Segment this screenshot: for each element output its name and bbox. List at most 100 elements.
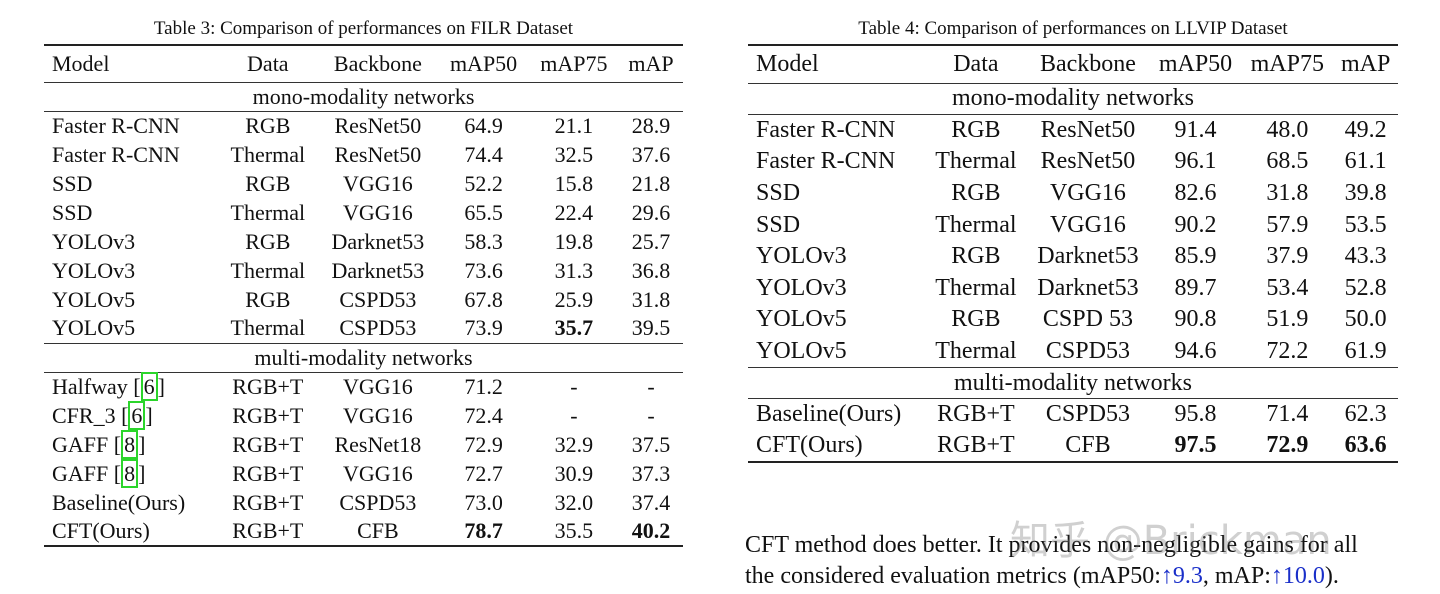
value-cell: 72.4 bbox=[464, 402, 503, 428]
table-row: YOLOv5 Thermal CSPD53 73.9 35.7 39.5 bbox=[44, 314, 683, 343]
value-cell: 58.3 bbox=[464, 228, 503, 254]
model-cell: YOLOv3 bbox=[44, 227, 218, 256]
value-cell: Thermal bbox=[230, 315, 306, 341]
model-name: CFR_3 bbox=[52, 402, 122, 428]
value-cell: 28.9 bbox=[631, 112, 671, 138]
model-name: Baseline(Ours) bbox=[52, 489, 186, 515]
table-row: YOLOv3 Thermal Darknet53 89.7 53.4 52.8 bbox=[748, 273, 1398, 305]
paragraph-text: the considered evaluation metrics (mAP50… bbox=[745, 563, 1161, 589]
value-cell: - bbox=[647, 402, 655, 428]
value-cell: 32.5 bbox=[554, 141, 594, 167]
model-cell: YOLOv5 bbox=[748, 304, 926, 336]
header-row: Model Data Backbone mAP50 mAP75 mAP bbox=[748, 45, 1398, 83]
citation-link[interactable]: 6 bbox=[140, 371, 158, 401]
section-label: multi-modality networks bbox=[748, 366, 1398, 400]
citation-link[interactable]: 6 bbox=[128, 400, 146, 430]
value-cell: VGG16 bbox=[343, 373, 413, 399]
value-cell: RGB bbox=[245, 228, 291, 254]
value-cell: 37.6 bbox=[631, 141, 671, 167]
column-header: mAP bbox=[1340, 50, 1391, 77]
value-cell: RGB bbox=[951, 306, 1001, 333]
model-cell: YOLOv5 bbox=[44, 285, 218, 314]
model-cell: YOLOv5 bbox=[748, 336, 926, 368]
value-cell: 53.4 bbox=[1266, 274, 1309, 301]
value-cell: 29.6 bbox=[631, 199, 671, 225]
table-row: GAFF [8] RGB+T VGG16 72.7 30.9 37.3 bbox=[44, 458, 683, 488]
value-cell: VGG16 bbox=[1049, 211, 1126, 238]
value-cell: 37.9 bbox=[1266, 243, 1309, 270]
value-cell: 49.2 bbox=[1344, 117, 1387, 144]
value-cell: Thermal bbox=[935, 337, 1017, 364]
value-cell: RGB+T bbox=[937, 401, 1015, 428]
value-cell: 64.9 bbox=[464, 112, 503, 138]
value-cell: 94.6 bbox=[1174, 337, 1217, 364]
value-cell: ResNet50 bbox=[1040, 117, 1136, 144]
model-cell: CFR_3 [6] bbox=[52, 400, 153, 430]
value-cell: 89.7 bbox=[1174, 274, 1217, 301]
best-value: 35.7 bbox=[554, 315, 594, 341]
column-header: mAP75 bbox=[540, 50, 608, 76]
value-cell: RGB+T bbox=[232, 489, 304, 515]
value-cell: ResNet50 bbox=[334, 112, 422, 138]
model-name: Faster R-CNN bbox=[52, 112, 180, 138]
section-label: mono-modality networks bbox=[748, 82, 1398, 116]
value-cell: VGG16 bbox=[343, 402, 413, 428]
citation-link[interactable]: 8 bbox=[121, 429, 139, 459]
value-cell: VGG16 bbox=[343, 170, 413, 196]
table-row: GAFF [8] RGB+T ResNet18 72.9 32.9 37.5 bbox=[44, 429, 683, 459]
column-header: Data bbox=[247, 50, 289, 76]
model-name: YOLOv3 bbox=[52, 228, 136, 254]
model-cell: Faster R-CNN bbox=[44, 140, 218, 169]
table-row: Halfway [6] RGB+T VGG16 71.2 - - bbox=[44, 371, 683, 401]
value-cell: 51.9 bbox=[1266, 306, 1309, 333]
value-cell: Thermal bbox=[935, 211, 1017, 238]
best-value: 63.6 bbox=[1344, 432, 1387, 459]
value-cell: 30.9 bbox=[554, 460, 594, 486]
table-row: Baseline(Ours) RGB+T CSPD53 73.0 32.0 37.4 bbox=[44, 488, 683, 517]
value-cell: RGB bbox=[951, 243, 1001, 270]
value-cell: Darknet53 bbox=[1037, 274, 1139, 301]
model-name: SSD bbox=[52, 199, 93, 225]
value-cell: 63.6 bbox=[1333, 431, 1398, 463]
value-cell: 35.7 bbox=[529, 314, 619, 343]
model-name: Faster R-CNN bbox=[52, 141, 180, 167]
value-cell: 52.2 bbox=[464, 170, 503, 196]
model-name: SSD bbox=[756, 211, 801, 238]
value-cell: 73.0 bbox=[464, 489, 503, 515]
citation-link[interactable]: 8 bbox=[121, 458, 139, 488]
value-cell: VGG16 bbox=[1049, 180, 1126, 207]
model-cell: Faster R-CNN bbox=[748, 115, 926, 147]
model-cell: GAFF [8] bbox=[52, 429, 146, 459]
table-row: SSD RGB VGG16 82.6 31.8 39.8 bbox=[748, 178, 1398, 210]
header-row: Model Data Backbone mAP50 mAP75 mAP bbox=[44, 45, 683, 82]
column-header: Data bbox=[953, 50, 999, 77]
value-cell: 65.5 bbox=[464, 199, 503, 225]
value-cell: RGB bbox=[245, 286, 291, 312]
model-name: YOLOv3 bbox=[756, 274, 847, 301]
model-name: YOLOv3 bbox=[52, 257, 136, 283]
table-row: CFR_3 [6] RGB+T VGG16 72.4 - - bbox=[44, 400, 683, 430]
value-cell: Thermal bbox=[935, 148, 1017, 175]
section-row: multi-modality networks bbox=[44, 342, 683, 373]
value-cell: 72.2 bbox=[1266, 337, 1309, 364]
value-cell: Thermal bbox=[230, 141, 306, 167]
value-cell: Thermal bbox=[230, 199, 306, 225]
model-name: YOLOv5 bbox=[52, 315, 136, 341]
value-cell: 68.5 bbox=[1266, 148, 1309, 175]
value-cell: CSPD53 bbox=[1045, 401, 1130, 428]
model-name: YOLOv3 bbox=[756, 243, 847, 270]
value-cell: - bbox=[570, 402, 578, 428]
value-cell: 96.1 bbox=[1174, 148, 1217, 175]
value-cell: 67.8 bbox=[464, 286, 503, 312]
model-cell: SSD bbox=[748, 209, 926, 241]
value-cell: 57.9 bbox=[1266, 211, 1309, 238]
value-cell: 37.5 bbox=[631, 431, 671, 457]
value-cell: Darknet53 bbox=[1037, 243, 1139, 270]
column-header: Model bbox=[756, 50, 819, 77]
value-cell: 82.6 bbox=[1174, 180, 1217, 207]
value-cell: Thermal bbox=[230, 257, 306, 283]
value-cell: 91.4 bbox=[1174, 117, 1217, 144]
value-cell: 73.6 bbox=[464, 257, 503, 283]
value-cell: CSPD 53 bbox=[1042, 306, 1133, 333]
value-cell: 74.4 bbox=[464, 141, 503, 167]
